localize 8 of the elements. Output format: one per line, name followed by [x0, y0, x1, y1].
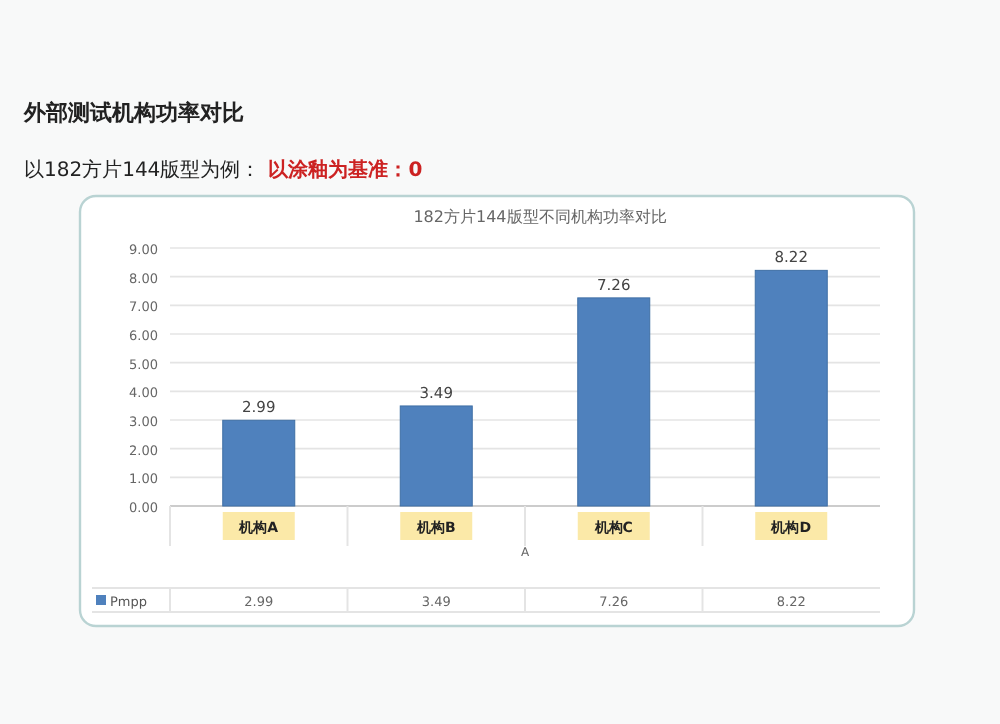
- bar: [754, 269, 828, 507]
- text: 以涂釉为基准：0: [268, 158, 423, 182]
- chart-subtitle: 以182方片144版型为例：: [24, 158, 261, 182]
- bar: [577, 297, 651, 507]
- text: 外部测试机构功率对比: [22, 100, 244, 126]
- bar: [222, 419, 296, 507]
- bar: [399, 405, 473, 507]
- chart-title: 182方片144版型不同机构功率对比: [413, 208, 667, 226]
